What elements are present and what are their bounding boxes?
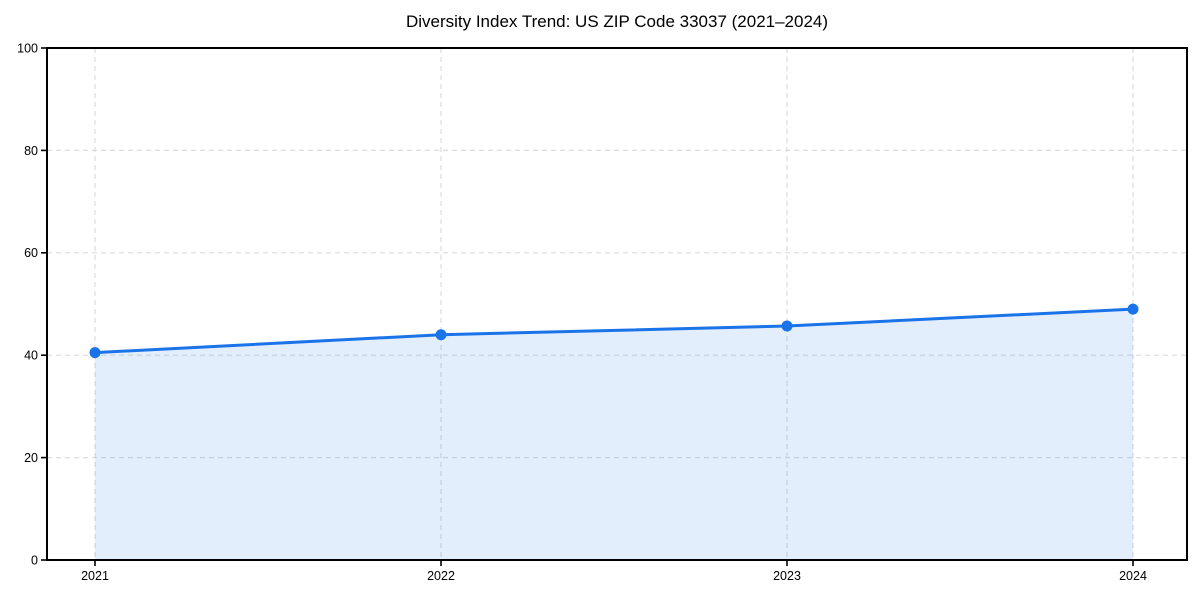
x-axis-tick-label: 2023 bbox=[773, 569, 801, 583]
x-axis-tick-label: 2021 bbox=[81, 569, 109, 583]
data-point bbox=[781, 320, 793, 332]
plot-frame bbox=[46, 47, 1188, 561]
y-axis-tick-label: 20 bbox=[24, 451, 38, 465]
chart-title: Diversity Index Trend: US ZIP Code 33037… bbox=[405, 12, 829, 31]
y-axis-tick-label: 100 bbox=[17, 41, 38, 55]
data-point bbox=[1127, 303, 1139, 315]
series-line bbox=[93, 307, 1135, 355]
y-axis-tick-label: 40 bbox=[24, 349, 38, 363]
data-point bbox=[89, 347, 101, 359]
y-axis-tick-label: 0 bbox=[31, 553, 38, 567]
x-axis-tick-label: 2022 bbox=[427, 569, 455, 583]
x-axis-tick-label: 2024 bbox=[1119, 569, 1147, 583]
series-area-fill bbox=[95, 309, 1133, 560]
y-axis-tick-label: 60 bbox=[24, 246, 38, 260]
data-point bbox=[435, 329, 447, 341]
y-axis-tick-label: 80 bbox=[24, 144, 38, 158]
